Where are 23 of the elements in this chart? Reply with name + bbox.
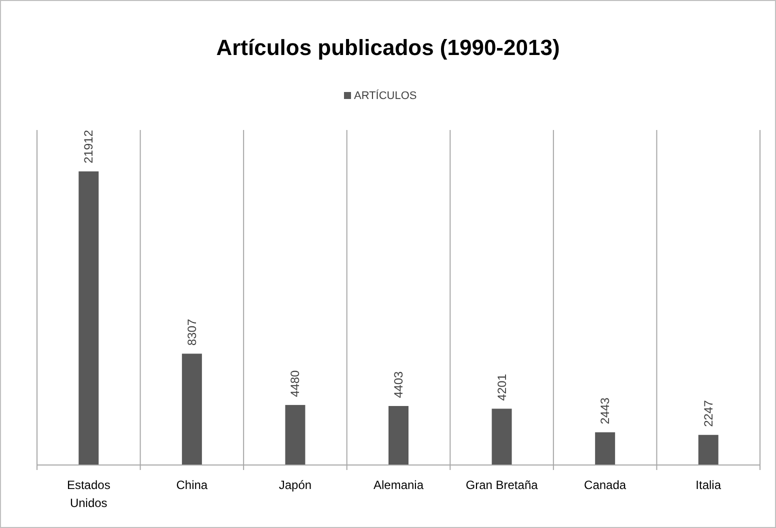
x-tick-label: China xyxy=(176,478,208,492)
chart-title: Artículos publicados (1990-2013) xyxy=(216,35,560,60)
bar xyxy=(285,404,306,465)
bar xyxy=(388,406,408,465)
data-label: 2443 xyxy=(598,397,612,424)
x-tick-label: Italia xyxy=(696,478,722,492)
legend-label: ARTÍCULOS xyxy=(354,89,417,102)
x-tick-label: Canada xyxy=(584,478,626,492)
x-tick-label: Japón xyxy=(278,478,312,492)
data-label: 8307 xyxy=(184,318,199,346)
x-tick-label: Alemania xyxy=(373,478,424,492)
bar xyxy=(78,171,99,465)
data-label: 21912 xyxy=(82,130,96,164)
data-label: 2247 xyxy=(701,400,716,427)
bar xyxy=(492,408,512,465)
x-tick-label: Estados Unidos xyxy=(66,478,110,510)
bar xyxy=(182,354,202,465)
data-label: 4403 xyxy=(392,370,406,398)
data-label: 4480 xyxy=(288,370,302,397)
bar xyxy=(698,434,718,465)
data-label: 4201 xyxy=(494,374,509,401)
x-tick-label: Gran Bretaña xyxy=(466,478,538,492)
bar xyxy=(595,432,616,465)
